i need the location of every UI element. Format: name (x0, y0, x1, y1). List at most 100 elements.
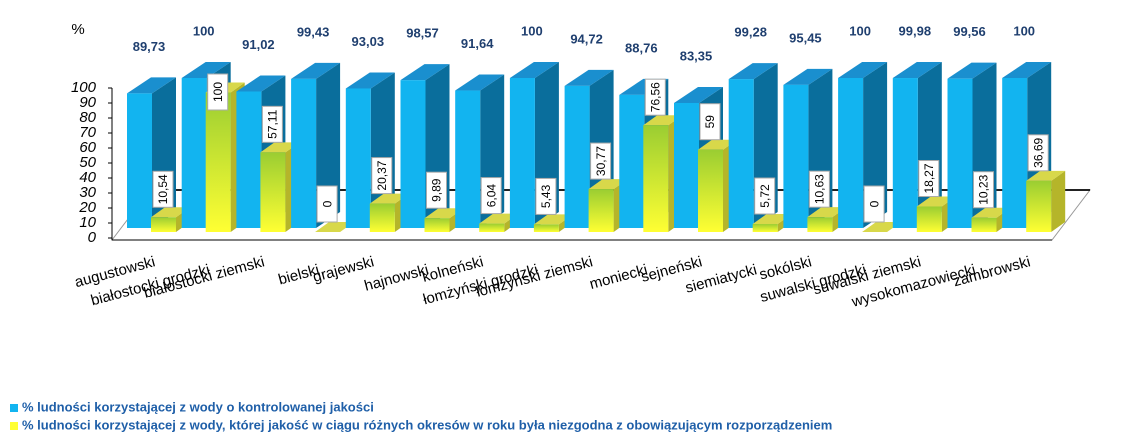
data-label-bg (480, 177, 502, 215)
bar-top (455, 74, 505, 91)
data-label: 100 (849, 23, 871, 38)
bar-top (509, 62, 559, 78)
data-label: 5,72 (758, 184, 772, 208)
bar (588, 189, 614, 232)
data-label: 100 (193, 23, 215, 38)
bar (260, 152, 286, 232)
bar (971, 217, 997, 232)
data-label-bg (426, 171, 447, 209)
bar-top (533, 214, 573, 225)
bar (752, 224, 778, 232)
bar-top (643, 115, 683, 126)
data-label: 6,04 (484, 184, 498, 208)
bar-top (947, 62, 997, 79)
y-tick-label: 20 (78, 199, 96, 216)
bar-top (698, 139, 737, 150)
data-label: 83,35 (680, 48, 713, 63)
x-tick-label: moniecki (588, 261, 650, 293)
legend-label: % ludności korzystającej z wody o kontro… (22, 399, 374, 414)
data-label: 94,72 (570, 31, 603, 46)
bar (236, 91, 262, 228)
bar (479, 223, 505, 232)
data-label-box: 10,54 (152, 170, 174, 208)
data-label: 98,57 (406, 26, 439, 41)
y-tick-label: 70 (79, 124, 96, 141)
legend-swatch (10, 422, 18, 430)
data-label: 100 (521, 23, 543, 38)
bar (1002, 78, 1028, 228)
data-label: 89,73 (133, 39, 166, 54)
data-label: 88,76 (625, 40, 658, 55)
bar (345, 88, 371, 228)
data-label-bg (1027, 134, 1049, 172)
bar (291, 78, 317, 228)
bar (151, 217, 176, 232)
bar-top (315, 222, 355, 232)
bar-top (424, 208, 464, 219)
data-label-bg (863, 185, 885, 223)
data-label-bg (918, 160, 940, 198)
bar-top (1026, 170, 1066, 181)
data-label-box: 100 (207, 73, 229, 111)
data-label: 0 (867, 200, 881, 207)
bar-top (236, 75, 286, 92)
bar-top (783, 68, 833, 85)
bar (783, 84, 809, 228)
y-tick-label: 40 (79, 169, 96, 186)
bar (643, 125, 669, 232)
data-label: 91,64 (461, 36, 494, 51)
data-label-box: 76,56 (644, 78, 666, 116)
data-label: 95,45 (789, 30, 822, 45)
bar-top (291, 62, 341, 79)
data-label: 30,77 (594, 146, 608, 176)
bar-top (838, 62, 888, 78)
data-label: 10,23 (977, 174, 991, 204)
bar (181, 78, 207, 228)
bar-top (181, 62, 231, 78)
bar-top (752, 214, 792, 225)
bar (533, 224, 559, 232)
bar (892, 78, 918, 228)
data-label-box: 36,69 (1027, 134, 1049, 172)
data-label: 10,54 (156, 174, 170, 204)
bar-top (479, 213, 519, 224)
bar (619, 94, 645, 228)
bar (400, 80, 426, 229)
data-label: 36,69 (1031, 137, 1045, 167)
bar-top (345, 72, 395, 89)
bar (916, 206, 942, 232)
y-tick-label: 0 (88, 229, 97, 246)
data-label-bg (371, 157, 393, 195)
bar (807, 217, 833, 232)
data-label-bg (261, 105, 283, 143)
data-label: 100 (211, 82, 225, 102)
bar-top (400, 64, 450, 81)
bar (838, 78, 864, 228)
data-label: 9,89 (430, 178, 444, 202)
data-label: 10,63 (813, 174, 827, 204)
data-label-bg (316, 185, 338, 223)
bar (424, 218, 450, 232)
data-label: 99,28 (734, 25, 767, 40)
bar-top (807, 207, 847, 218)
bar (698, 149, 723, 232)
bar-top (971, 207, 1011, 218)
y-tick-label: 100 (71, 79, 97, 96)
data-label-bg (590, 142, 612, 180)
bar-top (728, 63, 778, 80)
data-label-box: 0 (316, 185, 338, 223)
bar (564, 85, 590, 228)
bar-top (862, 222, 902, 232)
bar-top (564, 69, 614, 86)
bar (205, 92, 231, 232)
bar-top (260, 142, 300, 153)
legend-label: % ludności korzystającej z wody, której … (22, 417, 832, 432)
bar (947, 78, 973, 228)
data-label-box: 18,27 (918, 160, 940, 198)
bar (369, 203, 395, 232)
data-label: 93,03 (352, 34, 385, 49)
data-label-box: 0 (863, 185, 885, 223)
data-label-box: 20,37 (371, 157, 393, 195)
data-label: 18,27 (922, 163, 936, 193)
